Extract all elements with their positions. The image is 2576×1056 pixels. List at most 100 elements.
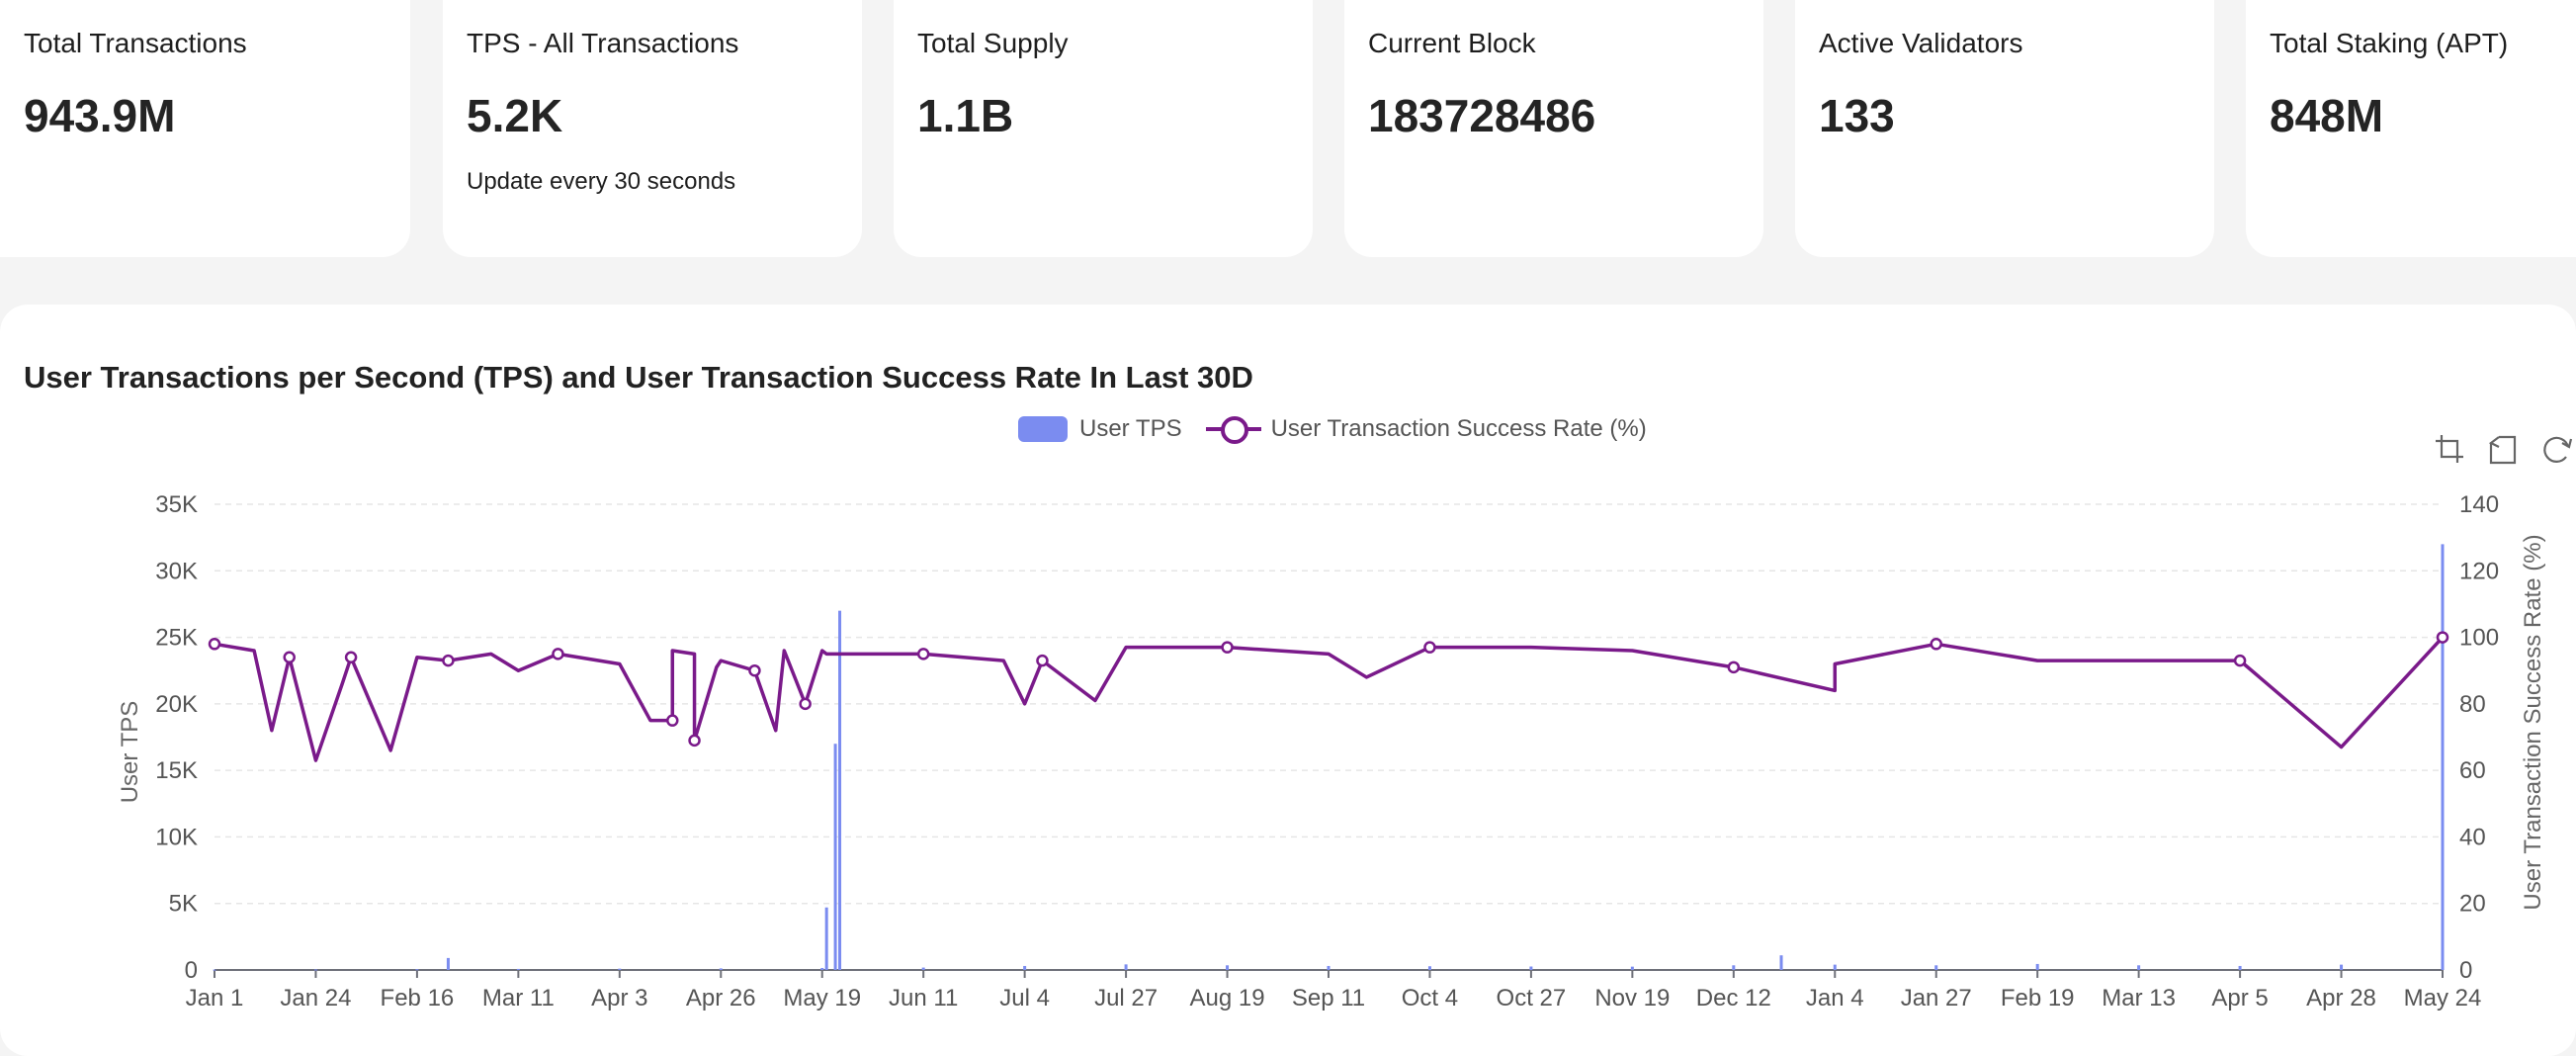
stat-value: 133 — [1819, 90, 1895, 141]
chart-plot-area: 0 5K 10K 15K 20K 25K 30K 35K 0 20 40 60 80 100 120 140 J… — [117, 491, 2546, 1012]
x-tick-label: Oct 27 — [1497, 985, 1567, 1012]
x-tick-label: Mar 11 — [482, 985, 555, 1012]
x-tick-label: Jan 27 — [1901, 985, 1972, 1012]
tps-bar — [618, 968, 622, 970]
stat-label: TPS - All Transactions — [467, 28, 739, 58]
stat-card-total-transactions: Total Transactions 943.9M — [0, 0, 410, 257]
legend-line-label[interactable]: User Transaction Success Rate (%) — [1270, 415, 1647, 442]
y-right-tick-label: 40 — [2459, 824, 2486, 850]
stat-value: 5.2K — [467, 90, 563, 141]
tps-bar — [415, 969, 419, 971]
legend-bar-label[interactable]: User TPS — [1079, 415, 1182, 442]
y-left-axis-title: User TPS — [117, 701, 143, 804]
tps-bar — [1732, 965, 1736, 970]
stat-card-total-supply: Total Supply 1.1B — [894, 0, 1313, 257]
success-rate-point — [2436, 631, 2449, 644]
restore-icon[interactable] — [2538, 431, 2574, 467]
y-left-tick-label: 0 — [185, 957, 198, 984]
success-rate-point — [799, 697, 812, 711]
stat-card-current-block: Current Block 183728486 — [1344, 0, 1763, 257]
stat-label: Total Transactions — [24, 28, 247, 58]
y-right-tick-label: 60 — [2459, 757, 2486, 784]
tps-bar — [1023, 965, 1027, 970]
success-rate-point — [916, 648, 930, 660]
tps-bar — [1124, 964, 1128, 970]
tps-bar — [921, 967, 925, 970]
success-rate-point — [1930, 638, 1942, 651]
y-left-tick-label: 10K — [155, 824, 198, 850]
tps-bar — [313, 969, 317, 971]
x-tick-label: Apr 5 — [2211, 985, 2268, 1012]
tps-bar — [838, 610, 842, 970]
stat-note: Update every 30 seconds — [467, 168, 736, 195]
stat-card-active-validators: Active Validators 133 — [1795, 0, 2214, 257]
x-tick-label: Jul 4 — [999, 985, 1050, 1012]
x-tick-label: Apr 26 — [686, 985, 756, 1012]
stat-label: Total Supply — [917, 28, 1069, 58]
tps-bar — [1327, 965, 1331, 970]
stat-card-total-staking: Total Staking (APT) 848M — [2246, 0, 2576, 257]
legend-line-swatch[interactable] — [1205, 416, 1261, 444]
x-tick-label: Dec 12 — [1696, 985, 1771, 1012]
x-tick-label: Mar 13 — [2102, 985, 2176, 1012]
success-rate-point — [1036, 654, 1049, 667]
success-rate-point — [666, 714, 679, 727]
x-tick-label: Jan 24 — [280, 985, 351, 1012]
stat-value: 183728486 — [1368, 90, 1596, 141]
chart-legend: User TPS User Transaction Success Rate (… — [1018, 411, 1647, 447]
stat-label: Total Staking (APT) — [2270, 28, 2509, 58]
success-rate-point — [1727, 660, 1741, 674]
success-rate-point — [283, 651, 296, 664]
tps-bar — [1779, 955, 1783, 970]
success-rate-point — [1221, 641, 1234, 654]
x-tick-label: Nov 19 — [1594, 985, 1670, 1012]
stat-value: 1.1B — [917, 90, 1014, 141]
x-tick-label: Jul 27 — [1094, 985, 1158, 1012]
tps-bar — [2035, 963, 2039, 970]
tps-bar — [2441, 544, 2445, 970]
y-left-tick-label: 15K — [155, 757, 198, 784]
x-tick-label: Jun 11 — [889, 985, 958, 1012]
success-rate-line — [214, 636, 2445, 762]
stat-label: Active Validators — [1819, 28, 2023, 58]
success-rate-point — [208, 638, 221, 651]
legend-bar-swatch[interactable] — [1018, 416, 1068, 442]
y-right-tick-label: 120 — [2459, 558, 2499, 584]
x-tick-label: Jan 4 — [1806, 985, 1864, 1012]
x-tick-label: Jan 1 — [186, 985, 244, 1012]
zoom-icon[interactable] — [2432, 431, 2467, 467]
tps-bar — [1630, 966, 1634, 970]
tps-bar — [516, 968, 520, 970]
tps-bar — [719, 968, 723, 970]
tps-bar — [2238, 965, 2242, 970]
x-tick-label: Aug 19 — [1190, 985, 1265, 1012]
chart-title: User Transactions per Second (TPS) and U… — [24, 360, 1253, 395]
tps-bar — [1226, 965, 1230, 970]
x-tick-label: Feb 16 — [381, 985, 455, 1012]
chart-panel: User Transactions per Second (TPS) and U… — [0, 305, 2576, 1056]
success-rate-point — [344, 651, 358, 664]
tps-bar — [1833, 964, 1837, 970]
tps-bar — [2137, 965, 2141, 970]
y-right-tick-label: 100 — [2459, 625, 2499, 652]
x-tick-label: Apr 3 — [591, 985, 647, 1012]
success-rate-point — [2233, 654, 2247, 667]
success-rate-point — [1423, 641, 1436, 654]
y-right-tick-label: 80 — [2459, 691, 2486, 718]
stat-value: 848M — [2270, 90, 2384, 141]
success-rate-point — [688, 734, 701, 748]
tps-bar — [1934, 965, 1938, 970]
y-left-tick-label: 5K — [169, 891, 198, 918]
y-right-axis-title: User Transaction Success Rate (%) — [2520, 534, 2546, 910]
y-left-tick-label: 30K — [155, 558, 198, 584]
y-left-tick-label: 20K — [155, 691, 198, 718]
x-tick-label: Feb 19 — [2001, 985, 2075, 1012]
zoom-reset-icon[interactable] — [2485, 431, 2521, 467]
x-tick-label: May 19 — [783, 985, 861, 1012]
tps-bar — [1427, 966, 1431, 970]
y-right-tick-label: 140 — [2459, 491, 2499, 518]
x-tick-label: May 24 — [2404, 985, 2482, 1012]
success-rate-point — [748, 663, 761, 677]
tps-bar — [833, 744, 837, 970]
stat-label: Current Block — [1368, 28, 1536, 58]
